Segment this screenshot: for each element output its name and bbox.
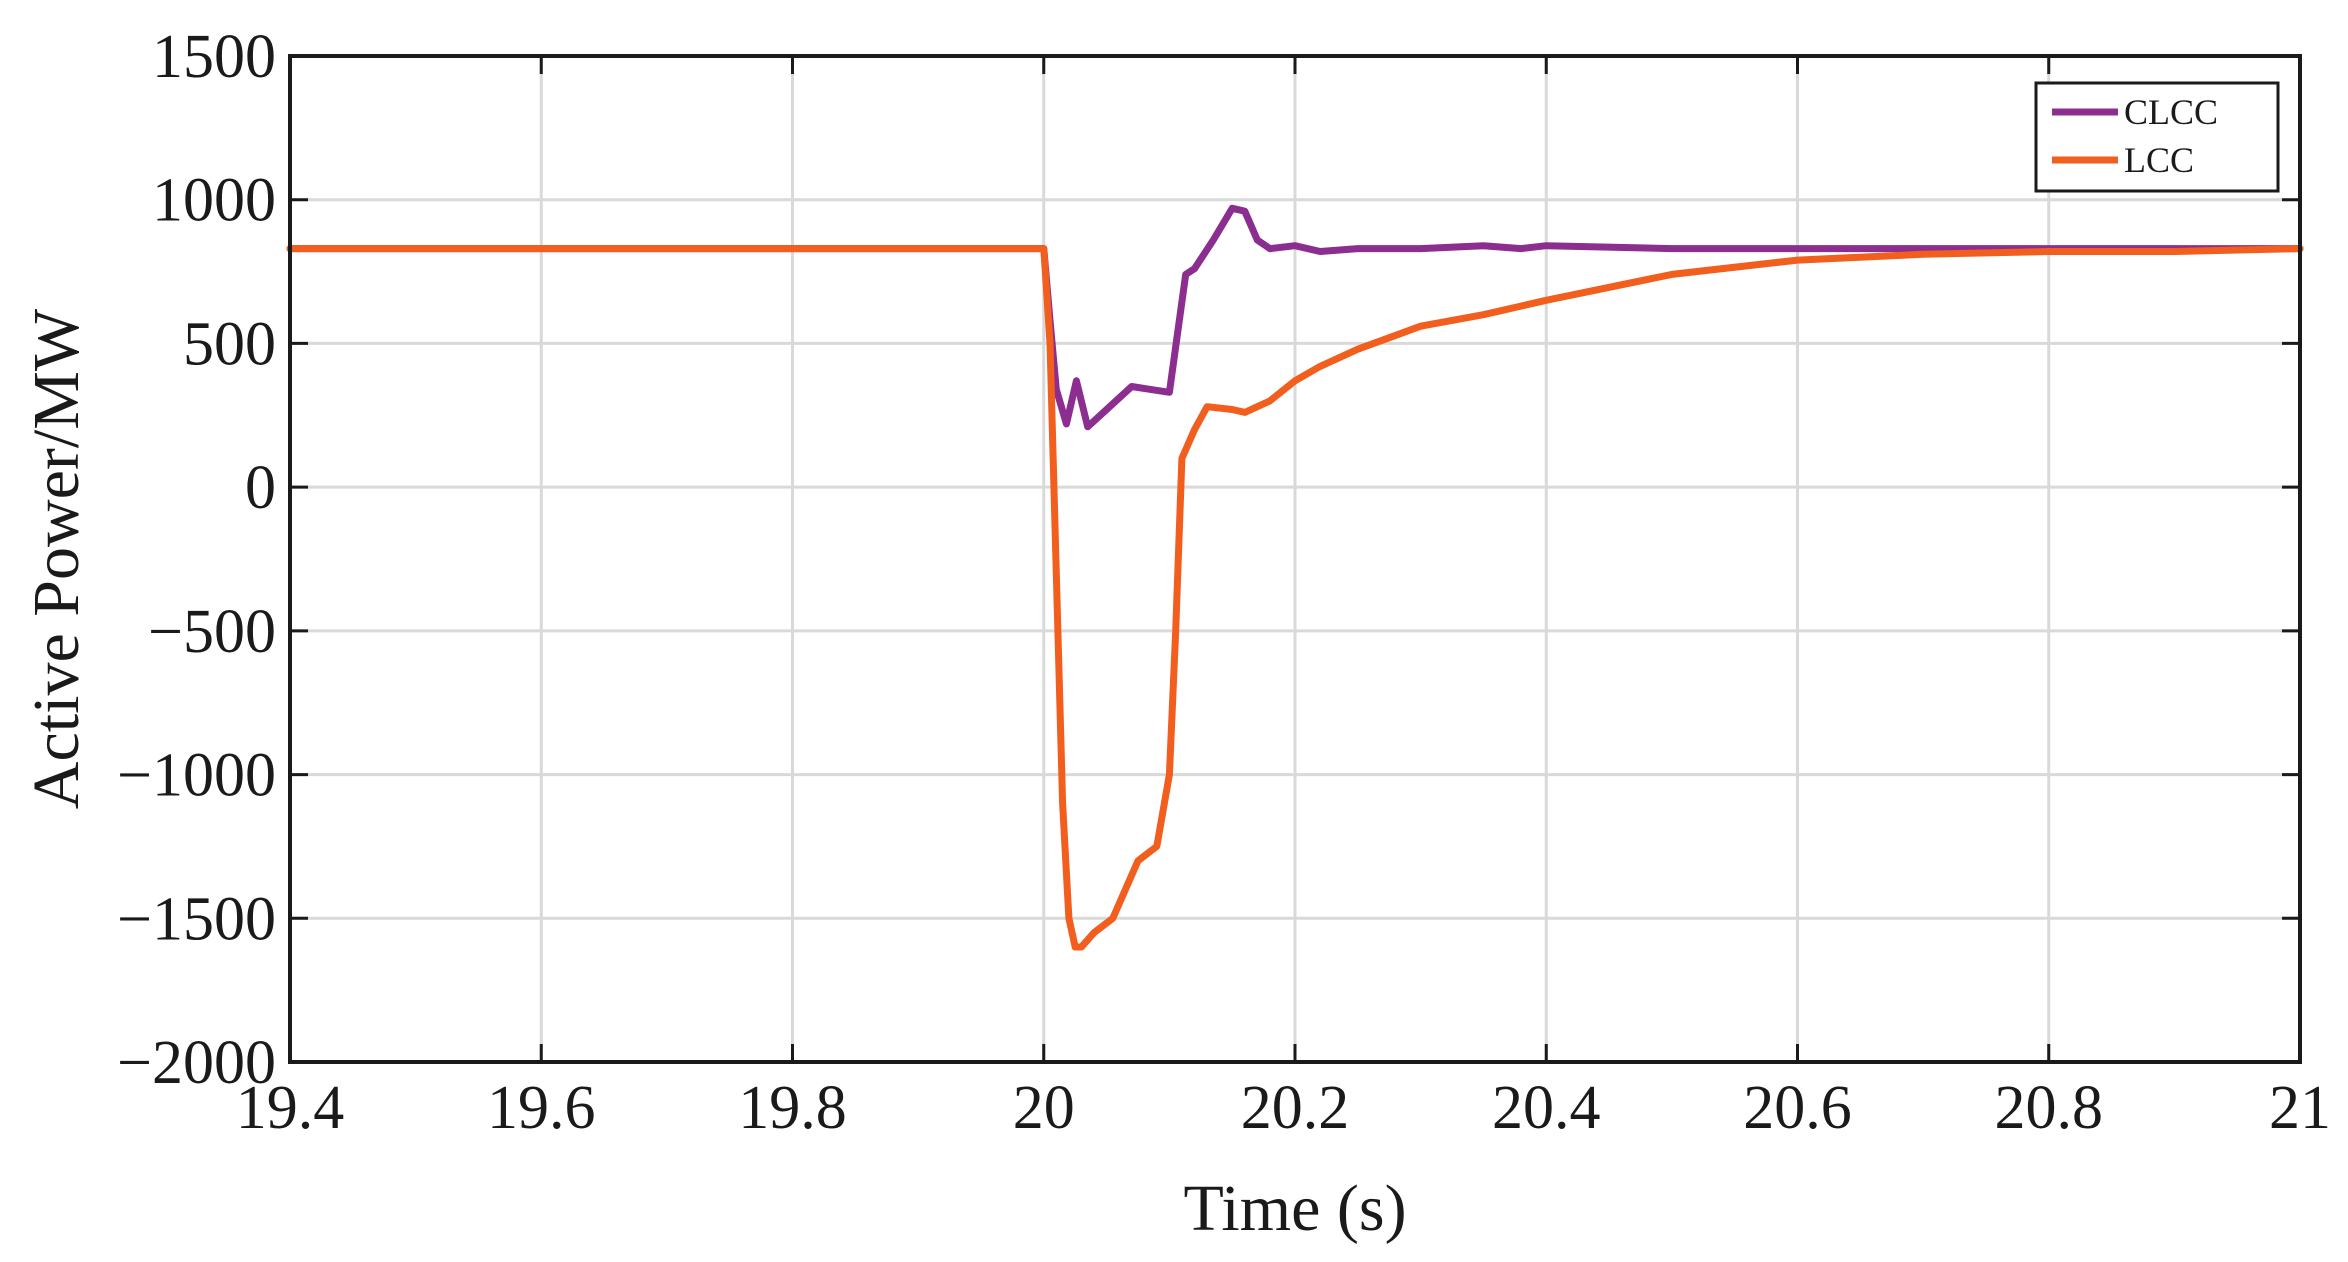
legend-label-clcc: CLCC [2124,92,2218,132]
y-tick-label: 1000 [152,167,276,235]
tick-marks [288,54,2302,1064]
y-tick-label: −500 [148,598,276,666]
y-tick-label: 1500 [152,23,276,91]
y-tick-labels: −2000 −1500 −1000 −500 0 500 1000 1500 [117,23,276,1097]
x-tick-label: 20.2 [1241,1074,1350,1142]
plot-lines [286,204,2304,951]
x-axis-label: Time (s) [1183,1172,1406,1245]
y-tick-label: 500 [183,310,276,378]
x-tick-label: 20 [1013,1074,1075,1142]
y-tick-label: −2000 [117,1029,276,1097]
x-tick-label: 21 [2269,1074,2331,1142]
y-tick-label: −1000 [117,742,276,810]
y-tick-label: −1500 [117,885,276,953]
series-line-clcc [286,204,2304,431]
x-tick-labels: 19.4 19.6 19.8 20 20.2 20.4 20.6 20.8 21 [236,1074,2331,1142]
x-tick-label: 20.4 [1492,1074,1601,1142]
y-tick-label: 0 [245,454,276,522]
x-tick-label: 19.8 [738,1074,847,1142]
legend-box [2034,81,2280,193]
legend: CLCC LCC [2034,81,2280,193]
series-line-lcc [286,245,2304,951]
legend-label-lcc: LCC [2124,140,2194,180]
x-tick-label: 19.6 [487,1074,596,1142]
x-tick-label: 20.8 [1995,1074,2104,1142]
x-tick-label: 20.6 [1743,1074,1852,1142]
y-axis-label: Active Power/MW [20,308,93,809]
x-tick-label: 19.4 [236,1074,345,1142]
